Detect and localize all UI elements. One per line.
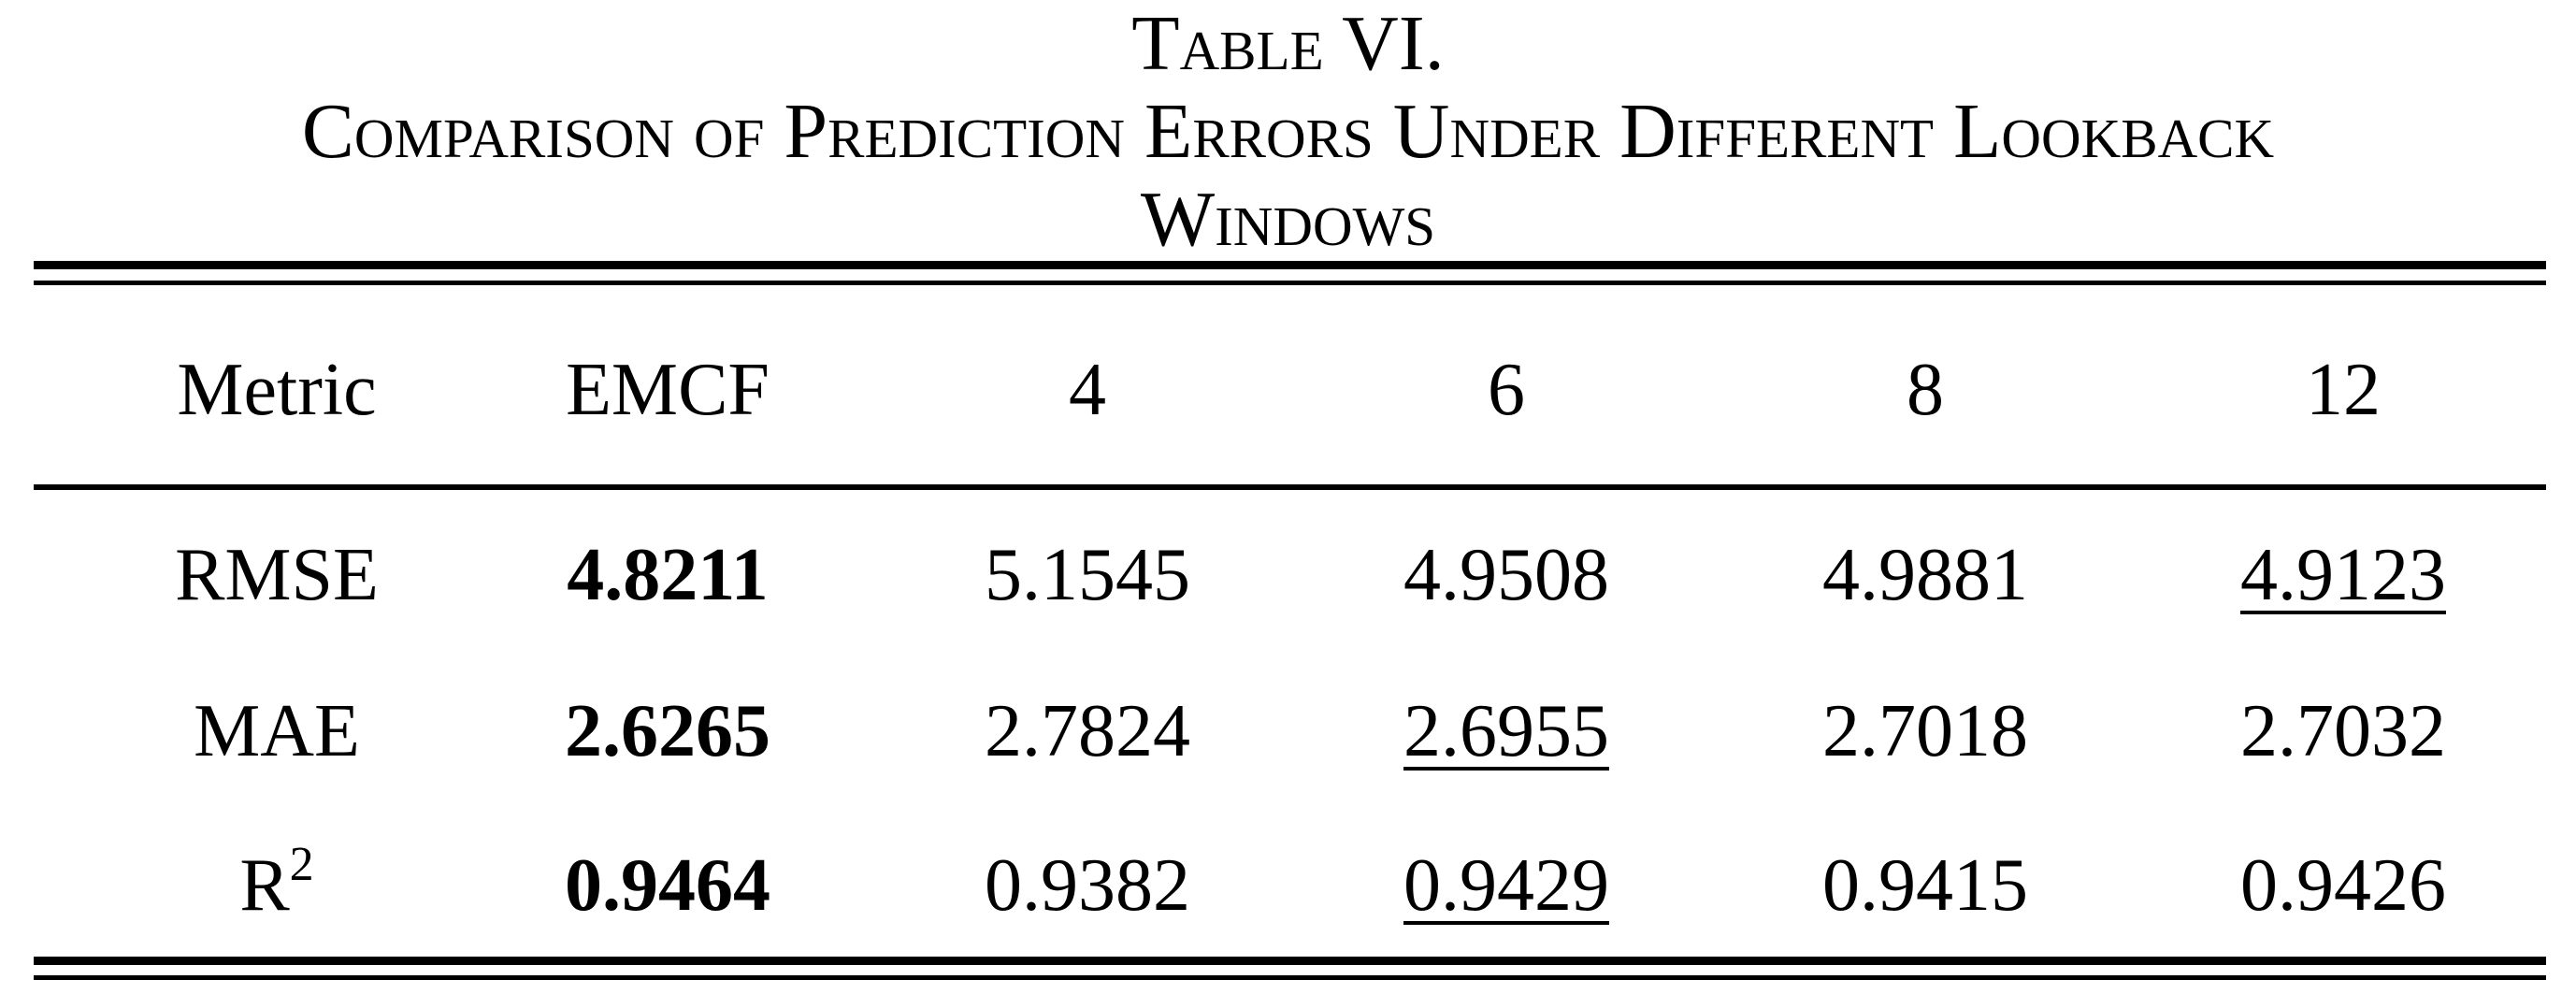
header-cell-window-6: 6 <box>1488 349 1525 431</box>
row-metric-cell: RMSE <box>137 519 417 631</box>
header-divider-rule <box>34 484 2546 490</box>
top-rule-thick <box>34 261 2546 269</box>
value-text: 0.9426 <box>2240 844 2446 927</box>
value-cell: 4.9123 <box>2203 519 2483 631</box>
value-cell: 0.9426 <box>2203 829 2483 942</box>
table-row: MAE 2.6265 2.7824 2.6955 2.7018 2.7032 <box>34 675 2546 787</box>
value-text: 0.9464 <box>565 844 770 927</box>
value-text: 4.9881 <box>1822 534 2028 616</box>
top-rule-thin <box>34 281 2546 285</box>
bottom-rule-thick <box>34 957 2546 965</box>
metric-label: RMSE <box>175 534 379 616</box>
value-cell: 0.9429 <box>1366 829 1647 942</box>
value-cell: 0.9464 <box>527 829 808 942</box>
table-row: RMSE 4.8211 5.1545 4.9508 4.9881 4.9123 <box>34 519 2546 631</box>
table-row: R2 0.9464 0.9382 0.9429 0.9415 0.9426 <box>34 829 2546 942</box>
value-text: 2.6955 <box>1403 690 1609 772</box>
value-cell: 2.6955 <box>1366 675 1647 787</box>
value-text: 2.7018 <box>1822 690 2028 772</box>
value-cell: 2.7018 <box>1785 675 2065 787</box>
value-cell: 0.9415 <box>1785 829 2065 942</box>
value-cell: 2.6265 <box>527 675 808 787</box>
bottom-rule-thin <box>34 975 2546 980</box>
value-cell: 5.1545 <box>947 519 1228 631</box>
value-cell: 2.7824 <box>947 675 1228 787</box>
header-cell-emcf: EMCF <box>566 349 770 431</box>
table-header-row: Metric EMCF 4 6 8 12 <box>34 334 2546 446</box>
header-cell-metric: Metric <box>177 349 377 431</box>
value-cell: 4.9881 <box>1785 519 2065 631</box>
header-cell-window-12: 12 <box>2306 349 2381 431</box>
value-text: 2.6265 <box>565 690 770 772</box>
value-text: 0.9415 <box>1822 844 2028 927</box>
metric-label: R <box>239 844 290 927</box>
value-cell: 0.9382 <box>947 829 1228 942</box>
row-metric-cell: R2 <box>137 829 417 942</box>
header-cell-window-4: 4 <box>1069 349 1106 431</box>
value-cell: 4.8211 <box>527 519 808 631</box>
metric-label: MAE <box>194 690 360 772</box>
table-label: Table VI. <box>1131 0 1445 87</box>
metric-superscript: 2 <box>289 838 314 891</box>
value-text: 0.9429 <box>1403 844 1609 927</box>
value-text: 4.8211 <box>567 534 769 616</box>
table-title-line1: Comparison of Prediction Errors Under Di… <box>301 88 2275 175</box>
value-cell: 2.7032 <box>2203 675 2483 787</box>
value-text: 5.1545 <box>985 534 1190 616</box>
value-cell: 4.9508 <box>1366 519 1647 631</box>
header-cell-window-8: 8 <box>1907 349 1944 431</box>
value-text: 0.9382 <box>985 844 1190 927</box>
value-text: 4.9508 <box>1403 534 1609 616</box>
value-text: 2.7032 <box>2240 690 2446 772</box>
table-title-line2: Windows <box>1140 176 1436 263</box>
value-text: 4.9123 <box>2240 534 2446 616</box>
value-text: 2.7824 <box>985 690 1190 772</box>
row-metric-cell: MAE <box>137 675 417 787</box>
